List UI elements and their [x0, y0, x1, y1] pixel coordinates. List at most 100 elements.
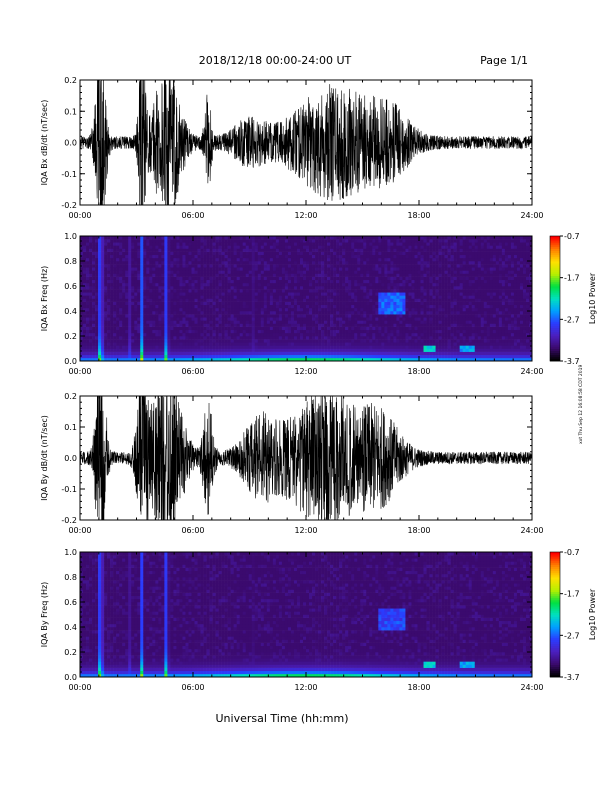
spectrogram-cell — [429, 357, 433, 362]
spectrogram-cell — [327, 323, 331, 327]
spectrogram-cell — [330, 354, 334, 359]
spectrogram-cell — [272, 248, 277, 252]
spectrogram-cell — [387, 348, 391, 352]
spectrogram-cell — [390, 261, 394, 265]
spectrogram-cell — [339, 270, 343, 274]
spectrogram-cell — [299, 357, 304, 362]
spectrogram-cell — [224, 336, 228, 340]
spectrogram-cell — [218, 348, 222, 352]
spectrogram-cell — [236, 348, 240, 352]
spectrogram-cell — [239, 332, 244, 337]
spectrogram-cell — [131, 286, 135, 290]
spectrogram-cell — [429, 279, 433, 284]
spectrogram-cell — [95, 351, 99, 356]
spectrogram-cell — [185, 326, 189, 331]
spectrogram-cell — [290, 292, 295, 296]
spectrogram-cell — [122, 320, 126, 324]
spectrogram-cell — [420, 326, 424, 331]
spectrogram-cell — [137, 270, 141, 274]
spectrogram-cell — [206, 242, 210, 246]
spectrogram-cell — [110, 304, 114, 309]
spectrogram-cell — [227, 282, 231, 287]
spectrogram-cell — [83, 248, 87, 252]
spectrogram-cell — [411, 320, 415, 324]
spectrogram-cell — [411, 292, 415, 296]
spectrogram-cell — [143, 286, 147, 290]
spectrogram-cell — [312, 248, 316, 252]
spectrogram-cell — [188, 270, 192, 274]
spectrogram-cell — [284, 273, 289, 277]
spectrogram-cell — [182, 336, 186, 340]
spectrogram-cell — [164, 248, 168, 252]
spectrogram-cell — [209, 323, 213, 327]
spectrogram-cell — [158, 345, 162, 349]
spectrogram-cell — [408, 314, 412, 318]
spectrogram-cell — [92, 286, 96, 290]
spectrogram-cell — [251, 286, 256, 290]
spectrogram-cell — [372, 329, 376, 334]
spectrogram-cell — [290, 351, 295, 356]
y-tick-label: 0.2 — [64, 76, 77, 85]
spectrogram-cell — [429, 270, 433, 274]
spectrogram-cell — [318, 307, 322, 312]
spectrogram-cell — [272, 339, 277, 343]
spectrogram-cell — [119, 351, 123, 356]
spectrogram-cell — [372, 345, 376, 349]
spectrogram-cell — [83, 292, 87, 296]
spectrogram-cell — [167, 257, 171, 262]
spectrogram-cell — [149, 254, 153, 259]
spectrogram-cell — [134, 261, 138, 265]
spectrogram-cell — [287, 332, 292, 337]
spectrogram-cell — [444, 257, 448, 262]
spectrogram-cell — [263, 279, 268, 284]
spectrogram-cell — [390, 254, 394, 259]
spectrogram-cell — [333, 257, 337, 262]
spectrogram-cell — [122, 273, 126, 277]
spectrogram-cell — [342, 301, 346, 306]
spectrogram-cell — [420, 357, 424, 362]
spectrogram-cell — [158, 236, 162, 240]
spectrogram-cell — [197, 242, 201, 246]
spectrogram-cell — [417, 320, 421, 324]
spectrogram-cell — [122, 339, 126, 343]
spectrogram-cell — [170, 336, 174, 340]
spectrogram-cell — [134, 267, 138, 271]
spectrogram-cell — [378, 292, 382, 296]
spectrogram-cell — [405, 301, 409, 306]
spectrogram-cell — [290, 245, 295, 249]
spectrogram-cell — [200, 273, 204, 277]
spectrogram-cell — [98, 251, 102, 256]
spectrogram-cell — [378, 242, 382, 246]
spectrogram-cell — [348, 348, 352, 352]
spectrogram-cell — [408, 354, 412, 359]
spectrogram-cell — [399, 357, 403, 362]
spectrogram-cell — [221, 248, 225, 252]
spectrogram-cell — [254, 298, 259, 302]
spectrogram-cell — [393, 311, 397, 315]
spectrogram-cell — [296, 245, 301, 249]
spectrogram-cell — [369, 307, 373, 312]
spectrogram-cell — [182, 329, 186, 334]
spectrogram-cell — [408, 304, 412, 309]
spectrogram-cell — [224, 339, 228, 343]
spectrogram-cell — [152, 267, 156, 271]
spectrogram-cell — [248, 304, 253, 309]
spectrogram-cell — [95, 276, 99, 281]
spectrogram-cell — [161, 311, 165, 315]
spectrogram-cell — [309, 301, 313, 306]
spectrogram-cell — [128, 304, 132, 309]
spectrogram-cell — [254, 357, 259, 362]
spectrogram-cell — [230, 301, 234, 306]
spectrogram-cell — [221, 242, 225, 246]
spectrogram-cell — [393, 345, 397, 349]
spectrogram-cell — [339, 245, 343, 249]
spectrogram-cell — [212, 270, 216, 274]
spectrogram-cell — [143, 339, 147, 343]
spectrogram-cell — [251, 292, 256, 296]
spectrogram-cell — [80, 332, 84, 337]
spectrogram-cell — [423, 354, 427, 359]
spectrogram-cell — [152, 314, 156, 318]
spectrogram-cell — [372, 323, 376, 327]
spectrogram-cell — [92, 314, 96, 318]
spectrogram-cell — [128, 239, 132, 243]
